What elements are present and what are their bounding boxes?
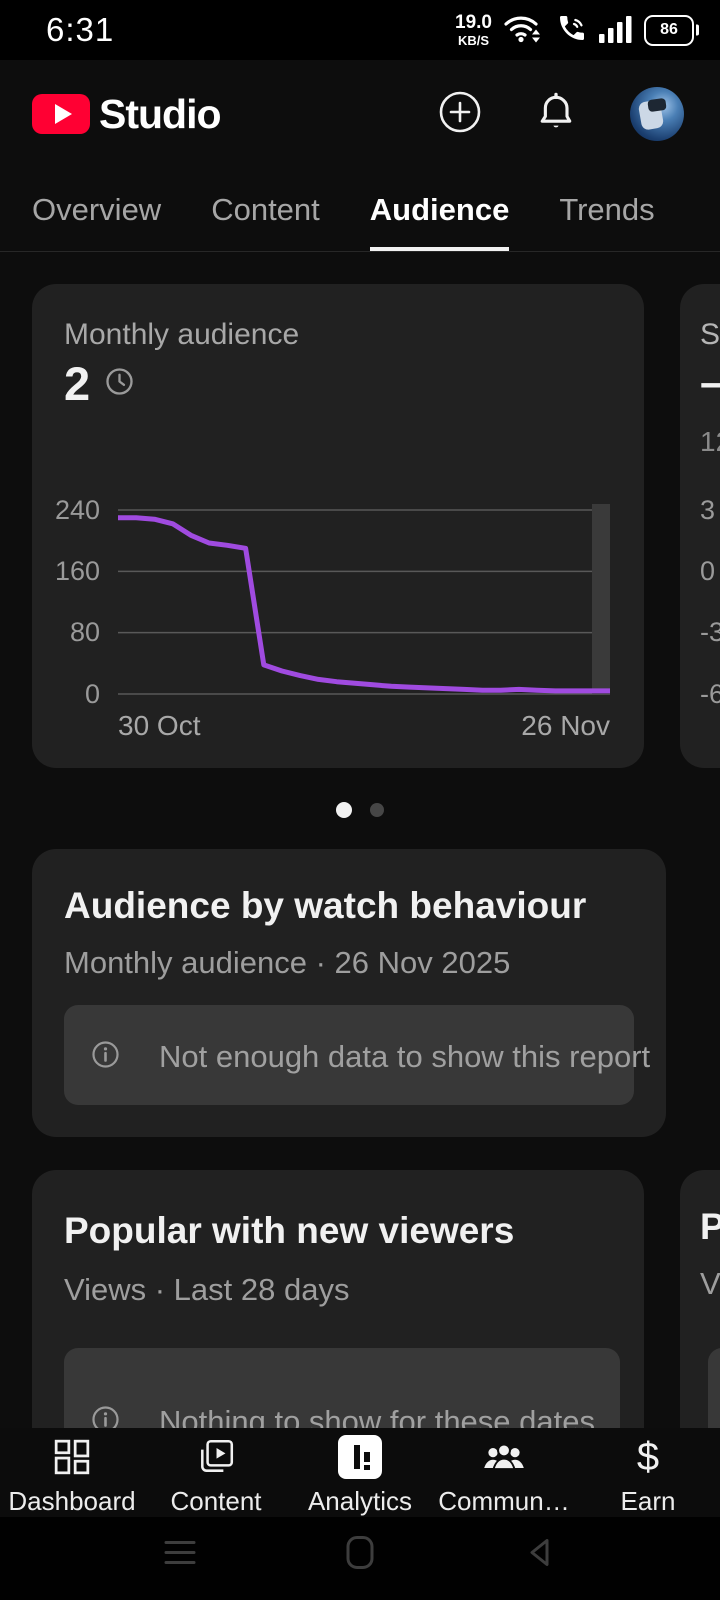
card-title-fragment: P [700, 1206, 720, 1247]
y-axis-tick: 0 [700, 556, 716, 586]
nav-item-analytics[interactable]: Analytics [288, 1428, 432, 1517]
card-title: Audience by watch behaviour [64, 885, 587, 926]
watch-behaviour-card[interactable]: Audience by watch behaviour Monthly audi… [32, 849, 666, 1137]
page-dot [370, 803, 384, 817]
tab-overview[interactable]: Overview [32, 191, 162, 227]
tab-audience[interactable]: Audience [369, 168, 509, 251]
nav-item-content[interactable]: Content [144, 1428, 288, 1517]
carousel-page-dots [0, 802, 720, 818]
signal-strength-icon [599, 13, 633, 48]
dashboard-grid-icon [53, 1434, 91, 1480]
community-people-icon [482, 1434, 526, 1480]
card-title: Popular with new viewers [64, 1210, 515, 1251]
youtube-logo-icon [32, 94, 90, 134]
page-dot-active [336, 802, 352, 818]
tab-content[interactable]: Content [211, 191, 320, 227]
empty-state-box: Not enough data to show this report [64, 1005, 650, 1105]
nav-item-dashboard[interactable]: Dashboard [0, 1428, 144, 1517]
create-plus-icon[interactable] [438, 90, 482, 139]
battery-icon: 86 [644, 14, 694, 46]
system-navigation-bar [0, 1517, 720, 1600]
y-axis-tick: -6 [700, 679, 720, 709]
y-axis-tick: 80 [69, 617, 100, 647]
next-carousel-card-peek[interactable]: S – 12 3 0 -3 -6 [680, 284, 720, 768]
account-avatar[interactable] [630, 87, 684, 141]
metric-row: 2 [64, 356, 135, 411]
wifi-calling-icon [556, 12, 588, 49]
nav-item-community[interactable]: Commun… [432, 1428, 576, 1517]
y-axis-tick: 3 [700, 495, 716, 525]
metric-value-fragment: – [700, 358, 720, 408]
empty-state-message: Not enough data to show this report [159, 1039, 651, 1074]
card-subtitle-fragment: V [700, 1266, 720, 1301]
y-axis-tick: 160 [54, 556, 100, 586]
card-subtitle: Monthly audience · 26 Nov 2025 [64, 945, 511, 980]
clock-time: 6:31 [46, 11, 115, 48]
analytics-tab-bar: Overview Content Audience Trends [0, 168, 720, 252]
card-title-fragment: S [700, 318, 720, 351]
content-videos-icon [196, 1434, 236, 1480]
metric-value: 2 [64, 357, 91, 410]
monthly-audience-card[interactable]: Monthly audience 2 240 160 80 0 30 Oct 2… [32, 284, 644, 768]
x-axis-end-label: 26 Nov [521, 710, 610, 741]
audience-line-chart[interactable] [118, 500, 610, 706]
subtext-fragment: 12 [700, 426, 720, 457]
card-subtitle: Views · Last 28 days [64, 1272, 350, 1307]
y-axis-tick: 0 [84, 679, 100, 709]
header-actions [438, 87, 684, 141]
bottom-navigation: Dashboard Content [0, 1428, 720, 1517]
app-header: Studio [0, 60, 720, 168]
app-title: Studio [99, 90, 222, 137]
history-clock-icon [104, 366, 135, 402]
y-axis-tick: 240 [54, 495, 100, 525]
status-bar: 6:31 19.0 KB/S [0, 0, 720, 60]
wifi-icon [503, 11, 545, 50]
back-button-icon[interactable] [524, 1536, 556, 1575]
nav-item-earn[interactable]: $ Earn [620, 1435, 676, 1516]
status-icons: 19.0 KB/S [455, 11, 694, 50]
recents-menu-icon[interactable] [162, 1538, 198, 1573]
tab-trends[interactable]: Trends [559, 191, 655, 227]
x-axis-start-label: 30 Oct [118, 710, 201, 741]
info-icon [90, 1039, 121, 1075]
card-title: Monthly audience [64, 318, 300, 351]
earn-dollar-icon: $ [636, 1435, 660, 1479]
notifications-bell-icon[interactable] [534, 90, 578, 139]
home-button-icon[interactable] [344, 1534, 376, 1577]
analytics-bar-chart-icon [338, 1434, 382, 1480]
network-speed: 19.0 KB/S [455, 12, 492, 48]
y-axis-tick: -3 [700, 617, 720, 647]
